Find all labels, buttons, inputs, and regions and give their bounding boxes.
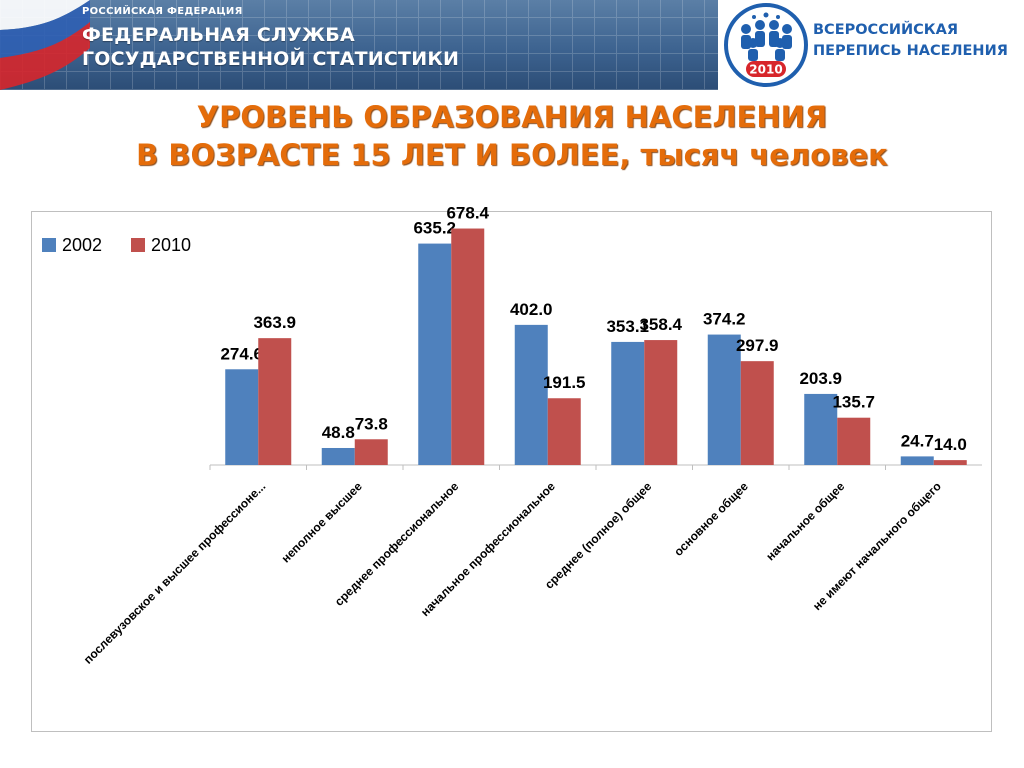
data-label-2010-2: 678.4 — [446, 204, 489, 223]
rosstat-banner: РОССИЙСКАЯ ФЕДЕРАЦИЯ ФЕДЕРАЛЬНАЯ СЛУЖБА … — [0, 0, 718, 90]
category-label-4: среднее (полное) общее — [542, 479, 655, 592]
data-label-2010-3: 191.5 — [543, 373, 586, 392]
bar-2010-6 — [837, 417, 871, 465]
bar-2002-5 — [707, 334, 741, 465]
agency-country-label: РОССИЙСКАЯ ФЕДЕРАЦИЯ — [82, 6, 243, 17]
title-line1: УРОВЕНЬ ОБРАЗОВАНИЯ НАСЕЛЕНИЯ — [196, 100, 828, 134]
bar-2002-6 — [804, 393, 838, 465]
data-label-2010-6: 135.7 — [832, 393, 875, 412]
data-label-2002-1: 48.8 — [322, 423, 355, 442]
agency-name-line2: ГОСУДАРСТВЕННОЙ СТАТИСТИКИ — [82, 48, 460, 70]
census-logo-icon: 2010 — [724, 3, 808, 87]
data-label-2002-0: 274.6 — [220, 344, 263, 363]
data-label-2002-6: 203.9 — [799, 369, 842, 388]
bar-2002-1 — [321, 447, 355, 465]
agency-name-line1: ФЕДЕРАЛЬНАЯ СЛУЖБА — [82, 24, 355, 46]
bar-2002-3 — [514, 324, 548, 465]
data-label-2002-3: 402.0 — [510, 300, 553, 319]
data-label-2002-4: 353.1 — [606, 317, 649, 336]
legend-swatch-2002 — [42, 238, 56, 252]
category-label-5: основное общее — [671, 479, 751, 559]
bar-2010-4 — [644, 340, 678, 465]
legend-label-2010: 2010 — [151, 235, 192, 255]
legend-item-2002: 2002 — [42, 235, 102, 256]
bar-2010-1 — [354, 439, 388, 465]
legend-label-2002: 2002 — [62, 235, 103, 255]
bar-2010-0 — [258, 338, 292, 465]
title-line2: В ВОЗРАСТЕ 15 ЛЕТ И БОЛЕЕ, тысяч человек — [136, 138, 888, 172]
bar-2002-2 — [418, 243, 452, 465]
data-label-2010-7: 14.0 — [934, 435, 967, 454]
bar-2010-7 — [933, 460, 967, 465]
bar-2010-3 — [547, 398, 581, 465]
bar-2010-5 — [740, 361, 774, 465]
data-label-2002-5: 374.2 — [703, 310, 746, 329]
bar-2010-2 — [451, 228, 485, 465]
category-label-1: неполное высшее — [279, 479, 366, 566]
census-banner: 2010 ВСЕРОССИЙСКАЯ ПЕРЕПИСЬ НАСЕЛЕНИЯ — [718, 0, 1024, 90]
data-label-2010-5: 297.9 — [736, 336, 779, 355]
census-year: 2010 — [749, 63, 782, 77]
data-label-2002-2: 635.2 — [413, 219, 456, 238]
category-label-0: послевузовское и высшее профессионе... — [81, 479, 269, 667]
chart-frame — [31, 211, 992, 732]
russian-flag-icon — [0, 0, 90, 90]
bar-2002-4 — [611, 341, 645, 465]
census-name-line1: ВСЕРОССИЙСКАЯ — [813, 22, 958, 38]
category-label-6: начальное общее — [763, 479, 847, 563]
data-label-2002-7: 24.7 — [901, 431, 934, 450]
census-name-line2: ПЕРЕПИСЬ НАСЕЛЕНИЯ — [813, 43, 1008, 59]
legend-item-2010: 2010 — [131, 235, 191, 256]
bar-2002-7 — [900, 456, 934, 465]
legend-swatch-2010 — [131, 238, 145, 252]
data-label-2010-4: 358.4 — [639, 315, 682, 334]
data-label-2010-0: 363.9 — [253, 313, 296, 332]
bar-2002-0 — [225, 369, 259, 465]
data-label-2010-1: 73.8 — [355, 414, 388, 433]
page-title: УРОВЕНЬ ОБРАЗОВАНИЯ НАСЕЛЕНИЯ В ВОЗРАСТЕ… — [0, 98, 1024, 174]
banner-background-pattern — [0, 0, 718, 90]
